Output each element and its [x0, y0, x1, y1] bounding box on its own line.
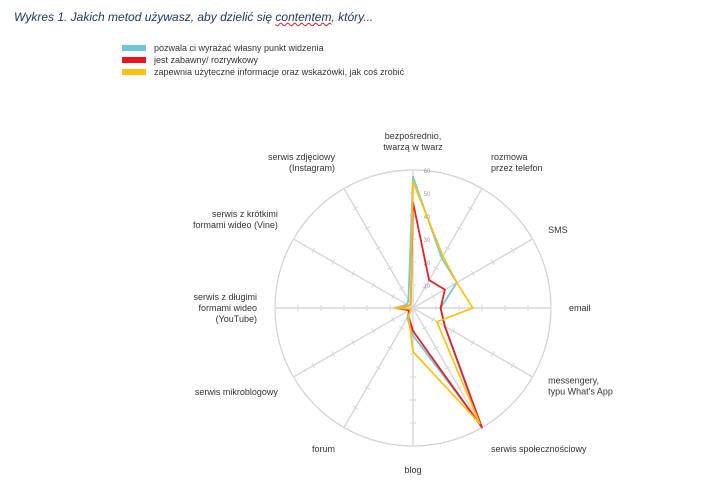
tick-label: 20: [424, 261, 431, 267]
axis-tick: [444, 246, 451, 251]
axis-tick: [470, 339, 475, 346]
axis-tick: [490, 259, 495, 265]
axis-tick: [450, 328, 455, 334]
title-prefix: Wykres 1. Jakich metod używasz, aby dzie…: [14, 10, 276, 24]
axis-tick: [398, 286, 405, 291]
tick-label: 50: [424, 192, 431, 198]
legend-item: jest zabawny/ rozrywkowy: [122, 54, 404, 66]
page-title: Wykres 1. Jakich metod używasz, aby dzie…: [14, 10, 373, 24]
axis-tick: [430, 293, 435, 300]
chart-legend: pozwala ci wyrażać własny punkt widzenia…: [122, 42, 404, 78]
axis-tick: [433, 266, 439, 271]
axis-label: email: [569, 303, 591, 313]
axis-tick: [387, 345, 393, 350]
axis-tick: [391, 293, 396, 300]
axis-tick: [351, 339, 356, 346]
axis-tick: [467, 206, 474, 211]
tick-label: 30: [424, 238, 431, 244]
axis-tick: [375, 365, 382, 370]
legend-swatch: [122, 45, 146, 51]
axis-label: blog: [404, 465, 421, 475]
axis-tick: [351, 270, 356, 277]
title-suffix: , który...: [331, 10, 374, 24]
axis-tick: [364, 385, 370, 390]
axis-tick: [530, 374, 535, 380]
axis-label: typu What's App: [548, 387, 613, 397]
axis-tick: [341, 425, 347, 430]
axis-tick: [331, 259, 336, 265]
axis-tick: [291, 236, 296, 242]
axis-tick: [311, 247, 316, 254]
axis-tick: [456, 385, 462, 390]
axis-label: twarzą w twarz: [383, 142, 443, 152]
axis-label: SMS: [548, 225, 568, 235]
axis-tick: [444, 365, 451, 370]
axis-label: rozmowa: [491, 152, 528, 162]
axis-tick: [375, 246, 382, 251]
axis-label: formami wideo (Vine): [193, 220, 278, 230]
axis-label: serwis mikroblogowy: [195, 387, 279, 397]
axis-tick: [331, 351, 336, 357]
axis-tick: [490, 351, 495, 357]
axis-tick: [371, 282, 376, 288]
axis-tick: [371, 328, 376, 334]
axis-tick: [364, 226, 370, 231]
axis-tick: [421, 325, 428, 330]
legend-label: pozwala ci wyrażać własny punkt widzenia: [154, 43, 324, 53]
axis-label: messengery,: [548, 376, 599, 386]
legend-item: pozwala ci wyrażać własny punkt widzenia: [122, 42, 404, 54]
tick-label: 60: [424, 169, 431, 175]
legend-label: zapewnia użyteczne informacje oraz wskaz…: [154, 67, 405, 77]
axis-tick: [391, 316, 396, 323]
axis-label: serwis zdjęciowy: [268, 152, 336, 162]
axis-label: (YouTube): [216, 314, 257, 324]
legend-item: zapewnia użyteczne informacje oraz wskaz…: [122, 66, 404, 78]
series-line: [393, 180, 481, 425]
axis-label: (Instagram): [289, 163, 335, 173]
axis-label: formami wideo: [198, 303, 257, 313]
axis-tick: [433, 345, 439, 350]
axis-tick: [421, 286, 428, 291]
axis-tick: [311, 362, 316, 369]
axis-tick: [470, 270, 475, 277]
axis-tick: [510, 247, 515, 254]
axis-tick: [398, 325, 405, 330]
tick-label: 10: [424, 284, 431, 290]
legend-swatch: [122, 57, 146, 63]
axis-tick: [291, 374, 296, 380]
axis-label: bezpośrednio,: [385, 131, 442, 141]
axis-label: serwis z krótkimi: [212, 209, 278, 219]
axis-tick: [510, 362, 515, 369]
axis-tick: [387, 266, 393, 271]
axis-tick: [456, 226, 462, 231]
axis-tick: [341, 186, 347, 191]
axis-tick: [530, 236, 535, 242]
axis-tick: [352, 206, 359, 211]
axis-label: serwis społecznościowy: [491, 444, 587, 454]
axis-label: przez telefon: [491, 163, 543, 173]
axis-label: forum: [312, 444, 335, 454]
axis-label: serwis z długimi: [193, 292, 257, 302]
axis-tick: [479, 186, 485, 191]
axis-tick: [430, 316, 435, 323]
legend-swatch: [122, 69, 146, 75]
legend-label: jest zabawny/ rozrywkowy: [154, 55, 259, 65]
axis-tick: [352, 405, 359, 410]
title-underlined-word: contentem: [275, 10, 332, 24]
